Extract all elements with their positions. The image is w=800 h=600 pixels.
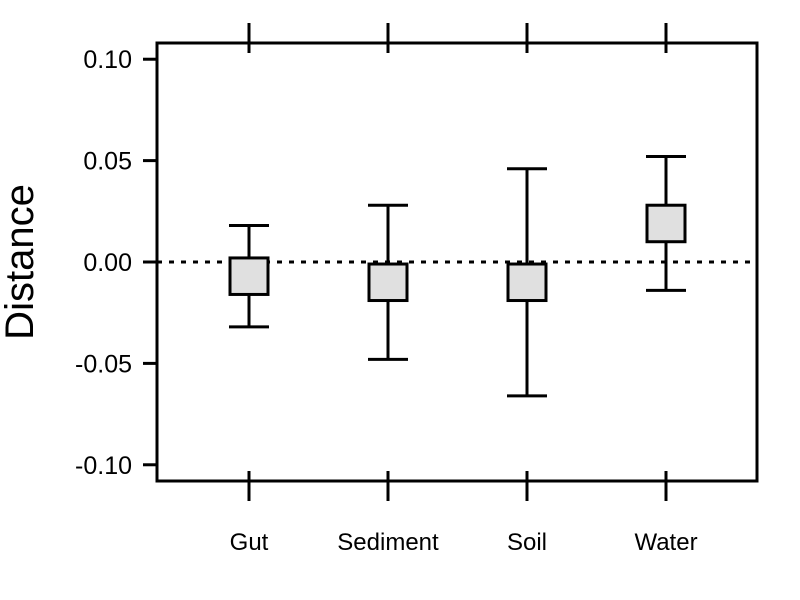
x-category-label: Water bbox=[634, 529, 697, 556]
interval-box-sediment bbox=[367, 262, 409, 303]
interval-box-soil bbox=[506, 262, 548, 303]
axes: 0.10 0.05 0.00 -0.05 -0.10 Gut Sediment Soil Wat… bbox=[75, 23, 759, 556]
y-tick-label: -0.10 bbox=[75, 452, 132, 480]
interval-box-water bbox=[645, 203, 687, 244]
x-category-label: Sediment bbox=[337, 529, 439, 556]
y-tick-label: 0.10 bbox=[83, 46, 132, 74]
interval-box-gut bbox=[228, 256, 270, 296]
y-tick-label: -0.05 bbox=[75, 350, 132, 378]
y-tick-label: 0.05 bbox=[83, 148, 132, 176]
chart-marks bbox=[157, 155, 757, 398]
y-tick-label: 0.00 bbox=[83, 249, 132, 277]
x-category-label: Gut bbox=[230, 529, 269, 556]
y-axis-title: Distance bbox=[0, 184, 42, 340]
x-category-label: Soil bbox=[507, 529, 547, 556]
